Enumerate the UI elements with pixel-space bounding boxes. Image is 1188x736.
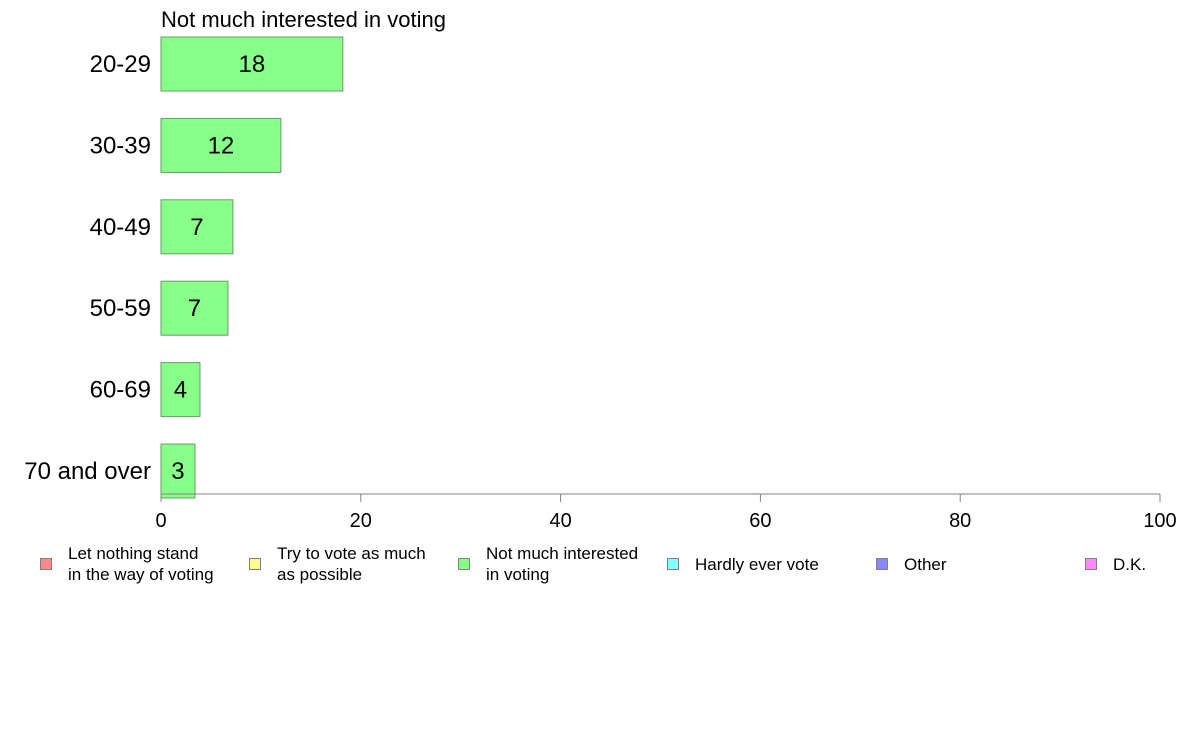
x-tick-label: 100 xyxy=(1143,510,1176,532)
legend-item-let-nothing-stand: Let nothing stand in the way of voting xyxy=(40,543,214,585)
legend-item-dk: D.K. xyxy=(1085,543,1146,585)
bar xyxy=(160,443,196,499)
legend-label: Not much interested in voting xyxy=(486,544,639,584)
category-label: 50-59 xyxy=(90,295,151,322)
category-label: 70 and over xyxy=(24,458,151,485)
legend-item-try-to-vote: Try to vote as much as possible xyxy=(249,543,426,585)
x-tick-label: 0 xyxy=(155,510,166,532)
bar-value-label: 18 xyxy=(239,51,266,78)
bar xyxy=(160,362,201,418)
category-label: 60-69 xyxy=(90,377,151,404)
legend-swatch xyxy=(876,558,888,570)
legend-item-hardly-ever-vote: Hardly ever vote xyxy=(667,543,819,585)
legend-label: Let nothing stand in the way of voting xyxy=(68,544,214,584)
legend-label: Other xyxy=(904,554,947,574)
legend-swatch xyxy=(249,558,261,570)
category-label: 40-49 xyxy=(90,214,151,241)
bar-value-label: 3 xyxy=(171,458,184,485)
legend-item-other: Other xyxy=(876,543,947,585)
legend-swatch xyxy=(667,558,679,570)
bar-value-label: 7 xyxy=(190,214,203,241)
bar-value-label: 12 xyxy=(208,132,235,159)
x-tick-label: 40 xyxy=(549,510,571,532)
legend-swatch xyxy=(1085,558,1097,570)
legend-label: D.K. xyxy=(1113,554,1147,574)
legend-label: Try to vote as much as possible xyxy=(277,544,426,584)
legend-swatch xyxy=(40,558,52,570)
x-tick-label: 80 xyxy=(949,510,971,532)
legend-swatch xyxy=(458,558,470,570)
bar xyxy=(160,117,282,173)
bar-chart: Not much interested in voting 18 20-29 12 3… xyxy=(24,7,1176,532)
x-tick-label: 60 xyxy=(749,510,771,532)
legend-label: Hardly ever vote xyxy=(695,554,819,574)
chart-legend: Let nothing stand in the way of voting T… xyxy=(0,543,1188,593)
x-tick-label: 20 xyxy=(350,510,372,532)
bar xyxy=(160,36,344,92)
bar xyxy=(160,199,234,255)
chart-title: Not much interested in voting xyxy=(161,7,446,32)
bar xyxy=(160,280,229,336)
legend-item-not-much-interested: Not much interested in voting xyxy=(458,543,638,585)
bar-value-label: 4 xyxy=(174,377,187,404)
bar-value-label: 7 xyxy=(188,295,201,322)
category-label: 30-39 xyxy=(90,132,151,159)
category-label: 20-29 xyxy=(90,51,151,78)
